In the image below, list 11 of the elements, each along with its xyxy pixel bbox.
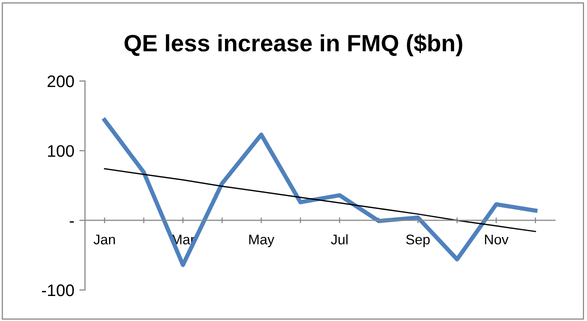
line-series [104,168,536,232]
chart-title: QE less increase in FMQ ($bn) [124,34,462,56]
y-tick-label: 100 [48,145,74,157]
y-tick-label: -100 [42,284,74,296]
y-tick-label: - [70,221,74,223]
x-tick-label: Jul [330,234,348,244]
x-tick-label: Nov [485,234,509,244]
x-tick-label: Sep [406,234,430,248]
x-tick-label: Jan [94,234,115,244]
x-tick-label: May [249,234,274,248]
y-tick-label: 200 [48,75,74,88]
